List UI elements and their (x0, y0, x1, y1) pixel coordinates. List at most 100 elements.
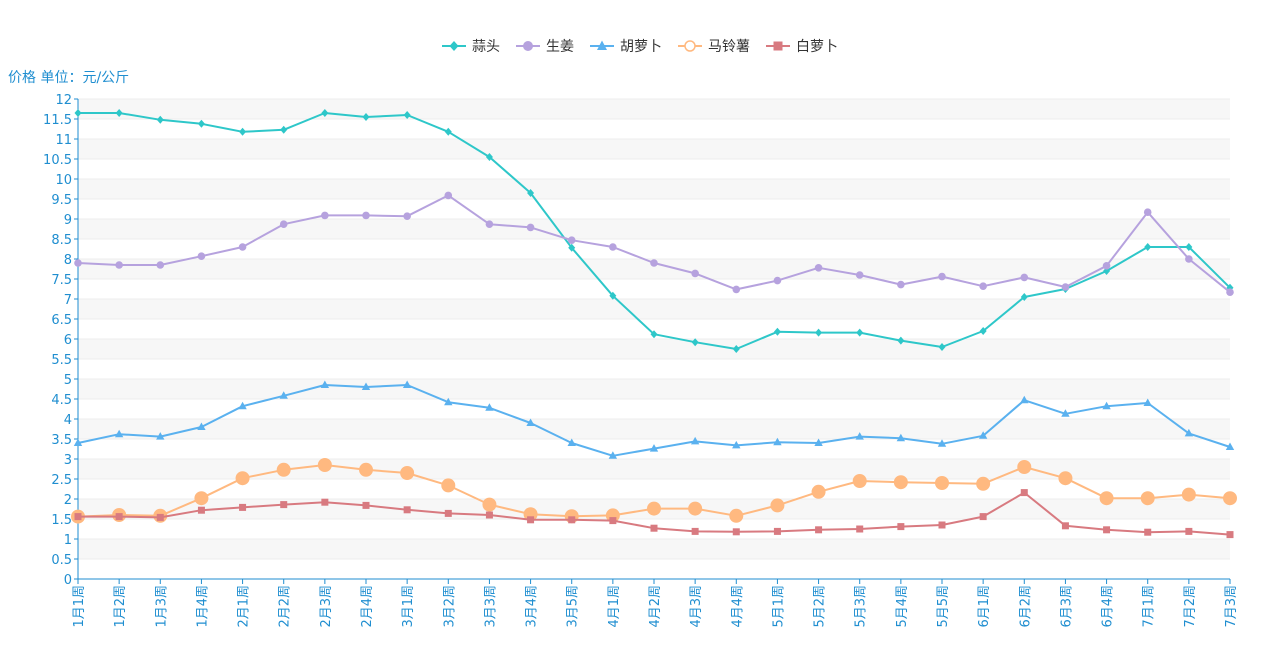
data-point[interactable] (1020, 489, 1028, 497)
data-point[interactable] (609, 291, 617, 300)
data-point[interactable] (280, 125, 288, 134)
data-point[interactable] (402, 380, 412, 389)
data-point[interactable] (114, 429, 124, 438)
data-point[interactable] (1143, 398, 1152, 407)
data-point[interactable] (732, 285, 741, 294)
data-point[interactable] (115, 261, 123, 269)
data-point[interactable] (279, 220, 288, 228)
data-point[interactable] (197, 119, 205, 128)
data-point[interactable] (938, 343, 946, 351)
data-point[interactable] (1061, 522, 1069, 530)
data-point[interactable] (444, 127, 452, 136)
data-point[interactable] (279, 391, 288, 399)
data-point[interactable] (732, 440, 741, 449)
data-point[interactable] (1058, 471, 1073, 486)
data-point[interactable] (239, 503, 247, 511)
data-point[interactable] (852, 474, 867, 488)
legend-item[interactable]: 蒜头 (442, 39, 500, 55)
data-point[interactable] (815, 526, 823, 534)
data-point[interactable] (1103, 526, 1111, 534)
data-point[interactable] (526, 223, 535, 232)
data-point[interactable] (280, 501, 288, 509)
data-point[interactable] (938, 521, 946, 529)
data-point[interactable] (732, 345, 740, 353)
data-point[interactable] (811, 484, 826, 499)
data-point[interactable] (156, 115, 164, 124)
data-point[interactable] (896, 433, 906, 442)
data-point[interactable] (444, 509, 452, 517)
data-point[interactable] (321, 211, 329, 220)
data-point[interactable] (691, 338, 699, 347)
data-point[interactable] (197, 252, 206, 260)
data-point[interactable] (527, 516, 535, 524)
data-point[interactable] (729, 508, 744, 523)
data-point[interactable] (74, 259, 82, 267)
data-point[interactable] (1226, 531, 1234, 539)
data-point[interactable] (115, 109, 123, 117)
data-point[interactable] (1144, 528, 1152, 536)
data-point[interactable] (647, 501, 661, 516)
data-point[interactable] (194, 491, 209, 506)
data-point[interactable] (400, 466, 415, 480)
data-point[interactable] (1185, 243, 1193, 251)
data-point[interactable] (403, 506, 411, 514)
legend-item[interactable]: 胡萝卜 (590, 39, 662, 55)
data-point[interactable] (938, 272, 946, 281)
data-point[interactable] (568, 243, 576, 252)
data-point[interactable] (1225, 442, 1235, 451)
data-point[interactable] (1061, 283, 1070, 291)
data-point[interactable] (321, 498, 329, 506)
data-point[interactable] (1143, 208, 1152, 216)
data-point[interactable] (855, 271, 864, 279)
data-point[interactable] (1185, 255, 1193, 263)
data-point[interactable] (1020, 273, 1029, 282)
data-point[interactable] (979, 513, 987, 521)
data-point[interactable] (691, 269, 699, 278)
data-point[interactable] (978, 431, 988, 439)
data-point[interactable] (156, 432, 165, 440)
data-point[interactable] (444, 397, 453, 406)
data-point[interactable] (690, 436, 700, 445)
data-point[interactable] (276, 462, 291, 477)
data-point[interactable] (444, 191, 453, 200)
data-point[interactable] (1140, 491, 1155, 506)
data-point[interactable] (197, 422, 206, 431)
data-point[interactable] (814, 438, 823, 447)
legend[interactable]: 蒜头 生姜 胡萝卜 马铃薯 白萝卜 (442, 39, 838, 55)
data-point[interactable] (609, 517, 617, 525)
data-point[interactable] (608, 451, 618, 459)
data-point[interactable] (238, 401, 247, 410)
data-point[interactable] (1102, 262, 1111, 270)
data-point[interactable] (1099, 491, 1114, 506)
data-point[interactable] (362, 211, 370, 220)
data-point[interactable] (979, 282, 987, 291)
data-point[interactable] (650, 259, 658, 267)
data-point[interactable] (979, 327, 987, 335)
data-point[interactable] (1017, 460, 1032, 474)
data-point[interactable] (235, 471, 250, 486)
data-point[interactable] (74, 513, 82, 521)
data-point[interactable] (897, 280, 905, 289)
data-point[interactable] (1185, 527, 1193, 535)
data-point[interactable] (770, 498, 785, 513)
data-point[interactable] (403, 212, 411, 220)
data-point[interactable] (1061, 409, 1070, 417)
data-point[interactable] (362, 113, 370, 121)
data-point[interactable] (197, 506, 205, 514)
data-point[interactable] (650, 330, 658, 339)
data-point[interactable] (239, 127, 247, 136)
data-point[interactable] (897, 523, 905, 531)
data-point[interactable] (773, 276, 782, 285)
data-point[interactable] (567, 438, 576, 447)
data-point[interactable] (1102, 401, 1111, 410)
data-point[interactable] (441, 478, 456, 493)
data-point[interactable] (691, 527, 699, 535)
data-point[interactable] (650, 524, 658, 532)
data-point[interactable] (482, 497, 497, 512)
data-point[interactable] (1020, 293, 1028, 301)
data-point[interactable] (856, 525, 864, 533)
data-point[interactable] (485, 153, 493, 161)
data-point[interactable] (359, 462, 373, 477)
legend-item[interactable]: 生姜 (516, 39, 574, 55)
data-point[interactable] (856, 328, 864, 337)
